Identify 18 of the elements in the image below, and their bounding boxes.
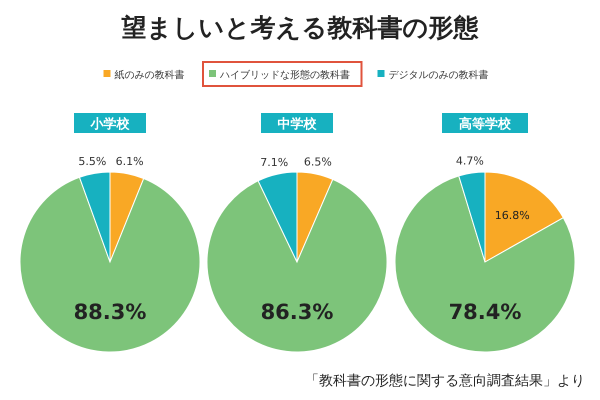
data-label: 6.1% (116, 155, 144, 168)
chart-subtitle: 中学校 (278, 116, 318, 132)
data-label: 4.7% (456, 154, 484, 168)
data-label: 88.3% (74, 300, 146, 324)
legend-label: ハイブリッドな形態の教科書 (219, 69, 350, 81)
text: 「教科書の形態に関する意向調査結果」より (305, 373, 585, 389)
data-label: 86.3% (260, 300, 334, 324)
chart-title: 望ましいと考える教科書の形態 (120, 13, 480, 42)
chart-subtitle: 高等学校 (459, 116, 512, 132)
data-label: 78.4% (448, 300, 522, 324)
data-label: 5.5% (78, 154, 106, 168)
pie-slice (394, 175, 576, 352)
legend-label: 紙のみの教科書 (114, 69, 184, 81)
data-label: 7.1% (260, 156, 288, 169)
data-label: 16.8% (494, 209, 530, 222)
legend-label: デジタルのみの教科書 (388, 69, 488, 81)
data-label: 6.5% (304, 155, 332, 168)
text: 小学校 (90, 116, 130, 132)
